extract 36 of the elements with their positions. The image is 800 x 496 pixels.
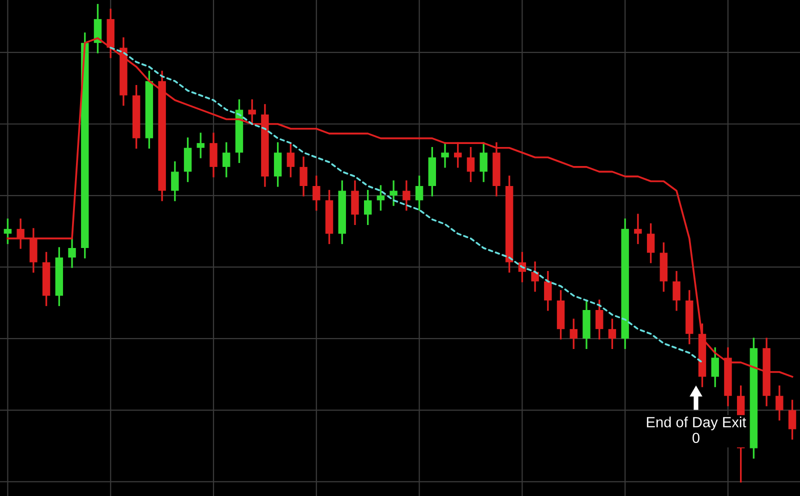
candlestick <box>608 318 616 349</box>
candlestick <box>171 161 179 202</box>
candlestick <box>634 214 642 244</box>
candlestick <box>312 176 320 211</box>
candlestick <box>480 142 488 182</box>
candlestick <box>30 228 38 273</box>
candlestick <box>364 190 372 225</box>
candlestick <box>68 238 76 268</box>
candlestick <box>210 132 218 178</box>
candlestick <box>300 156 308 196</box>
candlestick <box>441 142 449 168</box>
candlestick <box>776 385 784 421</box>
candlestick <box>415 176 424 211</box>
candlestick <box>351 180 359 225</box>
candlestick <box>570 318 578 349</box>
candlestick <box>222 142 230 178</box>
candlestick <box>788 400 796 440</box>
candlestick <box>454 142 462 168</box>
candlestick <box>402 180 410 211</box>
candlestick <box>286 142 295 178</box>
candlestick <box>531 261 539 292</box>
candlestick <box>596 300 604 340</box>
candlestick <box>274 142 282 187</box>
candlestick <box>4 218 12 244</box>
candlestick <box>376 185 385 211</box>
candlestick <box>196 132 204 158</box>
candlestick <box>390 180 398 206</box>
candlestick <box>544 271 552 311</box>
candlestick <box>16 218 24 249</box>
candlestick <box>646 223 655 264</box>
candlestick <box>672 271 680 311</box>
annotation: End of Day Exit 0 <box>646 416 746 444</box>
candlestick <box>466 147 475 182</box>
candlestick <box>711 347 719 388</box>
candlestick <box>248 99 256 125</box>
candlestick <box>184 137 192 182</box>
